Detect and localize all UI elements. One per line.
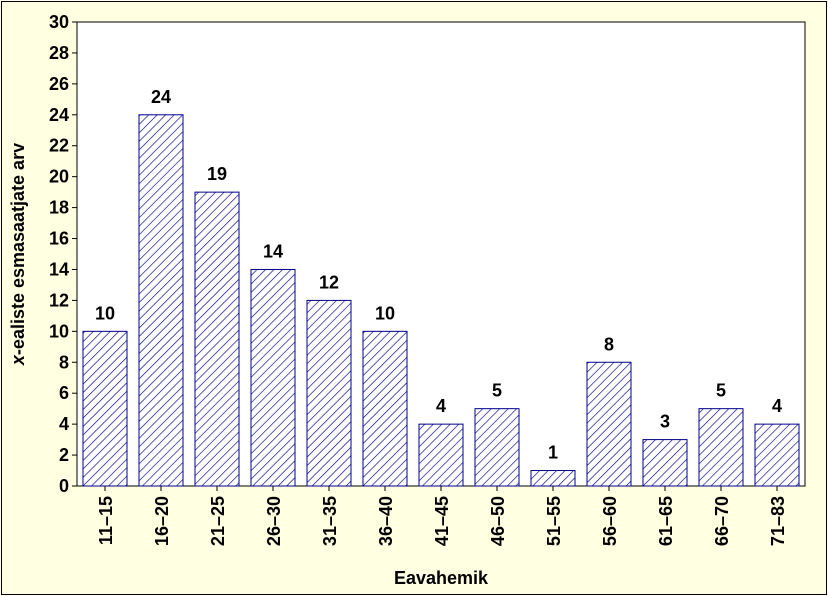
- bar-value-label: 12: [319, 272, 339, 292]
- x-tick-label: 31–35: [320, 496, 340, 546]
- y-tick-label: 10: [49, 321, 69, 341]
- y-tick-label: 2: [59, 445, 69, 465]
- x-tick-label: 61–65: [656, 496, 676, 546]
- x-tick-label: 36–40: [376, 496, 396, 546]
- x-tick-label: 56–60: [600, 496, 620, 546]
- y-tick-label: 20: [49, 167, 69, 187]
- x-tick-label: 41–45: [432, 496, 452, 546]
- y-tick-label: 24: [49, 105, 69, 125]
- bar-value-label: 5: [716, 381, 726, 401]
- y-axis-title-variable: x: [8, 354, 28, 366]
- y-tick-label: 4: [59, 414, 69, 434]
- bar-56-60: [586, 361, 632, 487]
- x-tick-label: 46–50: [488, 496, 508, 546]
- y-axis-title: x-ealiste esmasaatjate arv: [8, 143, 28, 366]
- bar-26-30: [250, 268, 296, 487]
- y-tick-label: 0: [59, 476, 69, 496]
- bar-value-label: 4: [772, 396, 782, 416]
- bar-value-label: 10: [95, 303, 115, 323]
- bar-value-label: 5: [492, 381, 502, 401]
- x-tick-label: 21–25: [208, 496, 228, 546]
- y-tick-label: 16: [49, 229, 69, 249]
- y-axis-title-text: -ealiste esmasaatjate arv: [8, 143, 28, 355]
- x-axis: 11–15 16–20 21–25 26–30 31–35 36–40 41–45 46–50…: [96, 486, 788, 546]
- bars-group: 10 24 19 14 12 10 4 5 1 8 3 5 4: [82, 87, 800, 487]
- bar-21-25: [194, 191, 240, 487]
- bar-value-label: 24: [151, 87, 171, 107]
- bar-value-label: 1: [548, 443, 558, 463]
- y-tick-label: 6: [59, 383, 69, 403]
- bar-41-45: [418, 423, 464, 487]
- x-tick-label: 16–20: [152, 496, 172, 546]
- x-tick-label: 71–83: [768, 496, 788, 546]
- bar-31-35: [306, 299, 352, 487]
- bar-66-70: [698, 408, 744, 487]
- bar-value-label: 8: [604, 334, 614, 354]
- bar-16-20: [138, 114, 184, 487]
- y-tick-label: 8: [59, 352, 69, 372]
- bar-value-label: 4: [436, 396, 446, 416]
- bar-51-55: [530, 470, 576, 487]
- y-tick-label: 12: [49, 290, 69, 310]
- bar-46-50: [474, 408, 520, 487]
- bar-value-label: 19: [207, 164, 227, 184]
- y-tick-label: 26: [49, 74, 69, 94]
- bar-71-83: [754, 423, 800, 487]
- x-tick-label: 66–70: [712, 496, 732, 546]
- y-tick-label: 30: [49, 12, 69, 32]
- plot-area: [76, 21, 806, 487]
- y-tick-label: 18: [49, 198, 69, 218]
- bar-value-label: 14: [263, 241, 283, 261]
- bar-value-label: 10: [375, 303, 395, 323]
- y-tick-label: 22: [49, 136, 69, 156]
- bar-11-15: [82, 330, 128, 487]
- x-tick-label: 26–30: [264, 496, 284, 546]
- y-tick-label: 14: [49, 259, 69, 279]
- x-tick-label: 51–55: [544, 496, 564, 546]
- y-tick-label: 28: [49, 43, 69, 63]
- bar-36-40: [362, 330, 408, 487]
- x-tick-label: 11–15: [96, 496, 116, 545]
- bar-value-label: 3: [660, 412, 670, 432]
- bar-61-65: [642, 439, 688, 487]
- x-axis-title: Eavahemik: [394, 568, 489, 588]
